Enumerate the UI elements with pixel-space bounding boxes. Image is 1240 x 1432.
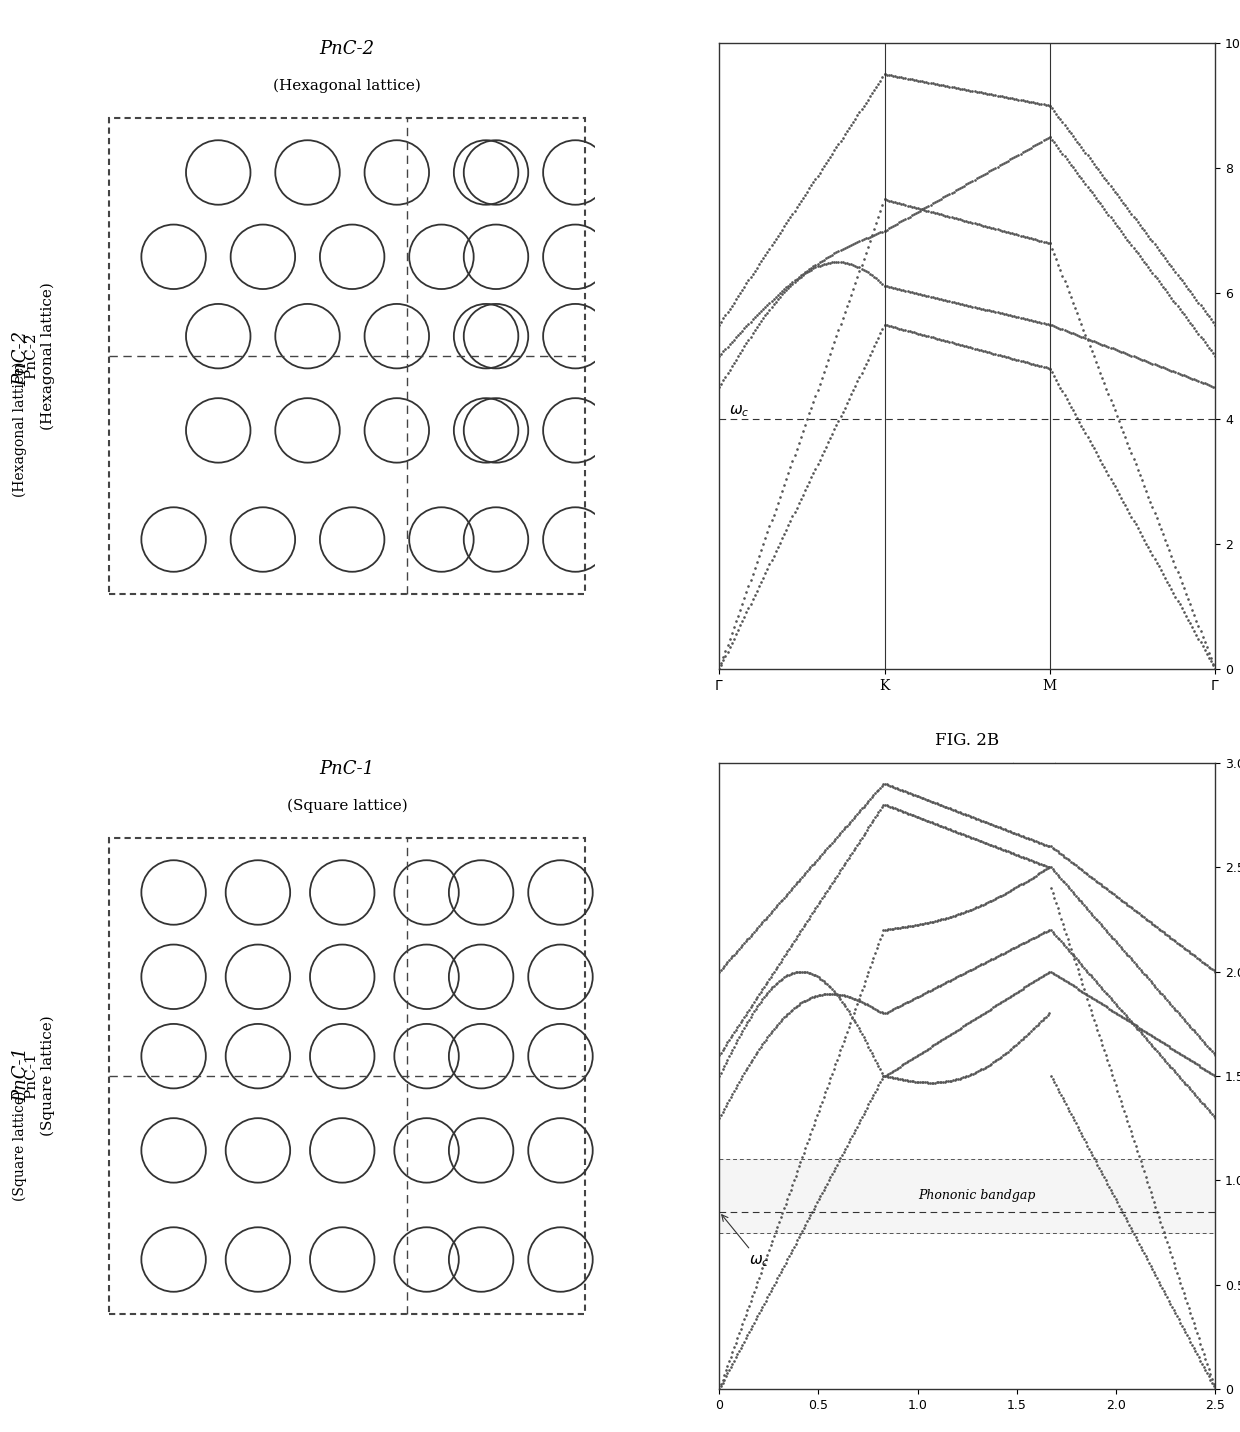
Text: Phononic bandgap: Phononic bandgap: [919, 1190, 1035, 1203]
FancyBboxPatch shape: [109, 117, 585, 594]
FancyBboxPatch shape: [109, 838, 585, 1315]
Text: (Square lattice): (Square lattice): [286, 799, 408, 813]
Text: PnC-2: PnC-2: [320, 40, 374, 59]
Text: FIG. 2B: FIG. 2B: [935, 732, 999, 749]
Text: $\omega_c$: $\omega_c$: [722, 1214, 770, 1269]
Text: (Hexagonal lattice): (Hexagonal lattice): [273, 79, 422, 93]
Text: PnC-1: PnC-1: [320, 760, 374, 779]
Text: Norm. wavevector (k/2πa): Norm. wavevector (k/2πa): [875, 763, 1059, 778]
Text: PnC-2
(Hexagonal lattice): PnC-2 (Hexagonal lattice): [25, 282, 55, 430]
Text: (Square lattice): (Square lattice): [12, 1090, 27, 1201]
Bar: [719, 1160, 1215, 1233]
Text: PnC-1
(Square lattice): PnC-1 (Square lattice): [25, 1015, 55, 1137]
Text: $\omega_c$: $\omega_c$: [729, 402, 750, 418]
Text: (Hexagonal lattice): (Hexagonal lattice): [12, 362, 27, 497]
Text: PnC-1: PnC-1: [12, 1047, 31, 1101]
Text: PnC-2: PnC-2: [12, 331, 31, 385]
